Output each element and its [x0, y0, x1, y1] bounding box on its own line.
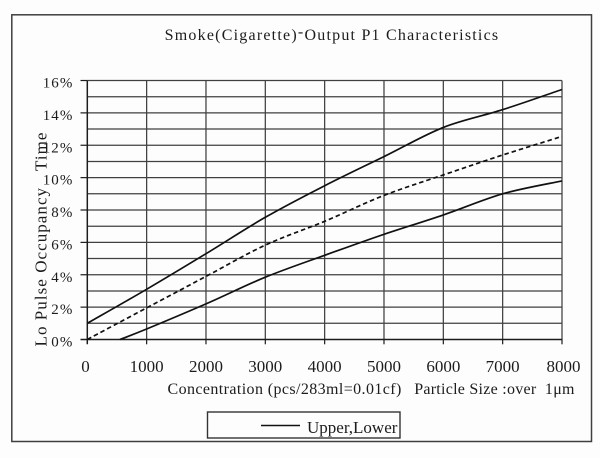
svg-text:0%: 0%	[51, 335, 73, 351]
svg-text:2%: 2%	[51, 302, 73, 318]
svg-text:10%: 10%	[43, 173, 74, 189]
svg-text:7000: 7000	[486, 357, 520, 376]
svg-text:Lo Pulse Occupancy Time: Lo Pulse Occupancy Time	[32, 132, 51, 347]
svg-text:Smoke(Cigarette)-Output P1 Cha: Smoke(Cigarette)-Output P1 Characteristi…	[165, 24, 500, 45]
svg-text:16%: 16%	[43, 76, 74, 92]
svg-text:4000: 4000	[308, 357, 342, 376]
svg-text:8000: 8000	[547, 357, 581, 376]
svg-text:8%: 8%	[51, 205, 73, 221]
svg-text:14%: 14%	[43, 108, 74, 124]
svg-text:2000: 2000	[189, 357, 223, 376]
svg-text:3000: 3000	[248, 357, 282, 376]
svg-text:0: 0	[81, 357, 90, 376]
svg-text:4%: 4%	[51, 270, 73, 286]
svg-text:1000: 1000	[130, 357, 164, 376]
svg-text:5000: 5000	[367, 357, 401, 376]
svg-text:6%: 6%	[51, 237, 73, 253]
svg-text:Upper,Lower: Upper,Lower	[307, 418, 398, 437]
svg-text:12%: 12%	[43, 140, 74, 156]
svg-text:Concentration (pcs/283ml=0.01c: Concentration (pcs/283ml=0.01cf) Particle…	[168, 381, 576, 398]
svg-text:6000: 6000	[426, 357, 460, 376]
